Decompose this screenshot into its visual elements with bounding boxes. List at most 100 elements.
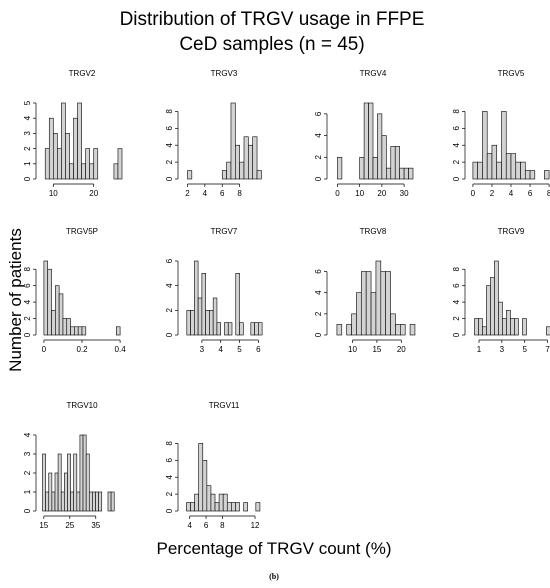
- panel-trgv8: TRGV8 0 2 4 6 10 15 20: [314, 227, 416, 354]
- histogram-bar: [546, 326, 550, 336]
- x-tick-label: 4: [187, 521, 192, 530]
- y-tick-label: 2: [314, 155, 323, 160]
- histogram-bar: [226, 161, 232, 180]
- histogram-bar: [254, 322, 259, 336]
- x-tick-label: 6: [256, 345, 261, 354]
- y-tick-label: 2: [23, 146, 32, 151]
- panel-title-trgv7: TRGV7: [211, 227, 238, 236]
- histogram-bar: [501, 111, 507, 180]
- histogram-bar: [115, 326, 121, 336]
- histogram-bar: [510, 318, 515, 336]
- y-axis-trgv11: 0 2 4 6 8: [165, 441, 179, 513]
- histogram-bar: [69, 163, 74, 180]
- y-tick-label: 3: [23, 451, 32, 456]
- histogram-bar: [66, 318, 71, 336]
- panel-trgv5: TRGV5 0 2 4 6 8 0 2 4 6 8: [452, 69, 550, 198]
- histogram-bar: [365, 271, 372, 336]
- histogram-bar: [107, 491, 112, 512]
- y-tick-label: 4: [452, 142, 461, 147]
- x-tick-label: 20: [89, 189, 98, 198]
- histogram-bar: [76, 491, 81, 512]
- y-axis-trgv2: 0 1 2 3 4 5: [23, 100, 37, 181]
- histogram-bar: [482, 111, 488, 180]
- y-tick-label: 2: [23, 470, 32, 475]
- x-tick-label: 10: [355, 189, 364, 198]
- x-tick-label: 30: [400, 189, 409, 198]
- x-tick-label: 10: [348, 345, 357, 354]
- histogram-bar: [252, 136, 258, 180]
- histogram-bar: [73, 453, 78, 512]
- y-axis-trgv3: 0 2 4 6 8: [165, 109, 179, 181]
- histogram-bar: [89, 163, 95, 180]
- histogram-bar: [70, 326, 75, 336]
- x-tick-label: 4: [218, 345, 223, 354]
- histogram-bar: [409, 324, 416, 336]
- y-axis-trgv5: 0 2 4 6 8: [452, 109, 466, 181]
- histogram-bar: [93, 148, 99, 180]
- histogram-bar: [98, 491, 103, 512]
- y-tick-label: 0: [165, 508, 174, 513]
- histogram-bars-trgv8: [336, 260, 416, 336]
- x-tick-label: 20: [397, 345, 406, 354]
- panel-trgv10: TRGV10 0 1 2 3 4 15 25 35: [23, 401, 115, 530]
- panel-title-trgv2: TRGV2: [69, 69, 96, 78]
- histogram-bar: [390, 146, 396, 180]
- y-tick-label: 0: [452, 332, 461, 337]
- x-tick-label: 0: [42, 345, 47, 354]
- figure-caption: (b): [269, 572, 279, 581]
- y-tick-label: 2: [452, 316, 461, 321]
- histogram-bar: [544, 170, 550, 180]
- histogram-bar: [482, 326, 487, 336]
- histogram-bar: [474, 318, 479, 336]
- histogram-bar: [243, 136, 249, 180]
- histogram-bar: [190, 310, 195, 336]
- histogram-bar: [359, 156, 365, 180]
- histogram-bar: [194, 260, 199, 336]
- histogram-bar: [44, 148, 50, 180]
- histogram-bar: [57, 453, 62, 512]
- histogram-bar: [65, 133, 70, 180]
- histogram-bar: [95, 491, 99, 512]
- y-tick-label: 2: [165, 491, 174, 496]
- x-tick-label: 0.4: [115, 345, 127, 354]
- histogram-bar: [197, 297, 203, 336]
- histogram-bar: [372, 156, 378, 180]
- x-tick-label: 2: [490, 189, 495, 198]
- histogram-bar: [351, 313, 357, 336]
- y-tick-label: 8: [23, 266, 32, 271]
- histogram-bar: [67, 453, 71, 512]
- x-axis-trgv3: 2 4 6 8: [185, 183, 242, 198]
- histogram-bar: [370, 292, 377, 336]
- histogram-bar: [478, 318, 483, 336]
- histogram-bar: [58, 293, 64, 336]
- histogram-bar: [221, 170, 227, 180]
- histogram-bar: [256, 170, 262, 180]
- histogram-bar: [60, 491, 65, 512]
- histogram-bar: [212, 297, 218, 336]
- histogram-bar: [48, 472, 53, 512]
- histogram-bar: [394, 146, 400, 180]
- histogram-bar: [57, 148, 62, 180]
- histogram-bars-trgv3: [187, 102, 262, 180]
- histogram-bar: [206, 485, 212, 512]
- histogram-bar: [377, 113, 383, 180]
- panel-trgv9: TRGV9 0 2 4 6 8 1 3 5 7: [452, 227, 550, 354]
- panel-trgv2: TRGV2 0 1 2 3 4 5 10 20: [23, 69, 123, 198]
- histogram-bar: [61, 102, 66, 180]
- y-tick-label: 8: [165, 441, 174, 446]
- y-axis-trgv10: 0 1 2 3 4: [23, 432, 37, 513]
- histogram-bar: [64, 472, 68, 512]
- x-tick-label: 4: [509, 189, 514, 198]
- x-axis-trgv2: 10 20: [49, 183, 99, 198]
- histogram-bar: [45, 491, 50, 512]
- x-tick-label: 5: [237, 345, 242, 354]
- histogram-bar: [110, 491, 115, 512]
- histogram-bar: [77, 102, 82, 180]
- x-tick-label: 8: [237, 189, 242, 198]
- x-tick-label: 6: [204, 521, 209, 530]
- x-axis-title: Percentage of TRGV count (%): [157, 539, 392, 558]
- histogram-bar: [494, 260, 499, 336]
- y-tick-label: 1: [23, 489, 32, 494]
- histogram-bar: [187, 170, 193, 180]
